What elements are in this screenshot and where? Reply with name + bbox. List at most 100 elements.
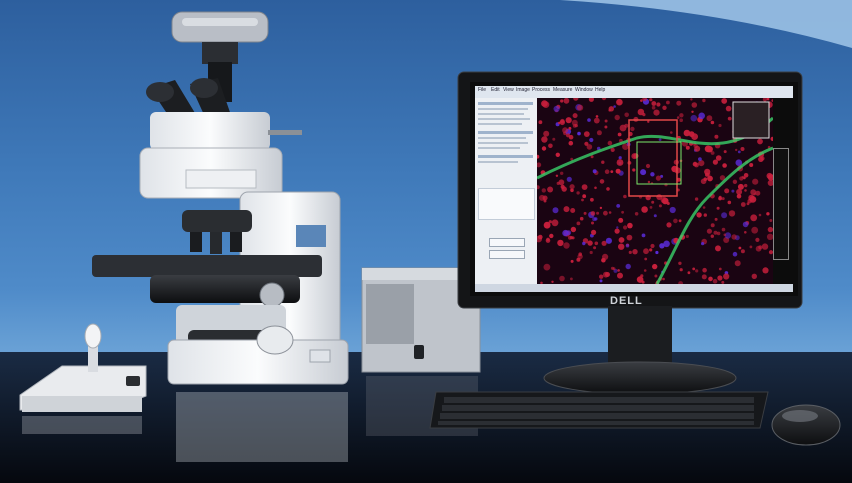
cell xyxy=(650,172,655,177)
keyboard xyxy=(429,391,769,429)
cell xyxy=(678,219,682,223)
cell xyxy=(649,206,653,209)
cell xyxy=(626,234,633,241)
panel-line xyxy=(478,155,533,158)
cell xyxy=(546,237,550,242)
cell xyxy=(616,226,619,229)
menu-help[interactable]: Help xyxy=(595,87,606,93)
cell xyxy=(551,280,554,283)
cell xyxy=(604,125,608,129)
cell xyxy=(637,108,645,116)
cell xyxy=(716,206,720,210)
cell xyxy=(766,172,773,179)
cell xyxy=(617,272,623,279)
cell xyxy=(743,173,749,178)
cell xyxy=(705,172,709,177)
cell xyxy=(658,204,662,208)
cell xyxy=(662,105,667,110)
cell xyxy=(612,267,616,271)
cell xyxy=(653,109,660,116)
cell xyxy=(721,98,728,104)
cell xyxy=(636,276,644,283)
cell xyxy=(738,246,742,250)
cell xyxy=(651,105,656,110)
cell xyxy=(577,131,581,136)
cell xyxy=(685,234,689,238)
cell xyxy=(691,133,698,140)
cell xyxy=(606,187,610,191)
cell xyxy=(588,98,594,102)
cell xyxy=(552,207,559,214)
cell xyxy=(587,118,591,122)
cell xyxy=(622,143,629,150)
cell xyxy=(610,147,615,152)
cell xyxy=(706,228,712,234)
cell xyxy=(712,159,718,165)
cell xyxy=(603,271,609,278)
menu-edit[interactable]: Edit xyxy=(491,87,500,93)
cell xyxy=(694,197,699,201)
cell xyxy=(604,119,608,123)
cell xyxy=(572,113,578,119)
cell xyxy=(570,259,574,263)
roi-box[interactable] xyxy=(628,119,678,197)
cell xyxy=(714,134,719,139)
cell xyxy=(610,170,614,173)
menu-process[interactable]: Process xyxy=(532,87,551,93)
cell xyxy=(537,154,540,159)
menu-view[interactable]: View xyxy=(503,87,514,93)
cell xyxy=(562,229,569,237)
cell xyxy=(735,148,738,152)
cell xyxy=(762,267,769,274)
cell xyxy=(602,253,609,260)
cell xyxy=(601,240,607,246)
cell xyxy=(593,246,597,250)
cell xyxy=(560,171,564,175)
cell xyxy=(696,212,702,218)
cell xyxy=(604,169,610,174)
mouse xyxy=(771,404,841,446)
cell xyxy=(695,269,699,273)
cell xyxy=(718,123,722,128)
cell xyxy=(594,186,597,190)
cell xyxy=(751,226,759,234)
overview-thumbnail[interactable] xyxy=(732,101,770,139)
cell xyxy=(632,249,638,255)
cell xyxy=(630,126,635,132)
panel-line xyxy=(478,123,522,125)
cell xyxy=(582,241,586,246)
status-bar xyxy=(475,284,793,292)
cell xyxy=(618,237,625,243)
cell xyxy=(552,137,556,141)
cell xyxy=(719,175,726,181)
cell xyxy=(592,169,597,174)
menu-window[interactable]: Window xyxy=(575,87,593,93)
cell xyxy=(713,230,718,235)
cell xyxy=(651,101,657,106)
cell xyxy=(565,133,571,138)
cell xyxy=(573,98,579,101)
menu-image[interactable]: Image xyxy=(516,87,530,93)
cell xyxy=(731,234,737,240)
inner-roi-box[interactable] xyxy=(636,141,682,185)
cell xyxy=(753,193,756,196)
panel-button[interactable] xyxy=(489,238,525,247)
cell xyxy=(596,211,600,215)
cell xyxy=(694,162,699,168)
cell xyxy=(721,212,728,219)
cell xyxy=(591,221,594,225)
panel-button[interactable] xyxy=(489,250,525,259)
cell xyxy=(560,118,565,124)
cell xyxy=(736,193,742,199)
cell xyxy=(625,263,631,270)
cell xyxy=(768,250,773,255)
cell xyxy=(571,119,578,126)
menu-file[interactable]: File xyxy=(478,87,487,93)
cell xyxy=(676,100,682,106)
cell xyxy=(761,243,769,250)
cell xyxy=(542,101,550,108)
menu-bar: File Edit View Image Process Measure Win… xyxy=(475,86,793,98)
cell xyxy=(616,159,624,166)
menu-measure[interactable]: Measure xyxy=(553,87,573,93)
